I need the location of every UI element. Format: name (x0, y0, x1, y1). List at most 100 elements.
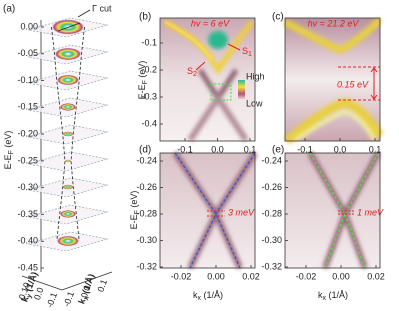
y-tick-label: -0.35 (17, 209, 38, 219)
gap-label: 0.15 eV (337, 79, 369, 89)
x-tick-label: 0.0 (211, 144, 224, 154)
panel-c: 0.15 eV hv = 21.2 eV (c) (272, 12, 384, 145)
pocket (59, 103, 77, 111)
pocket (62, 184, 74, 190)
frame (159, 152, 256, 269)
k-tick-label: -0.1 (44, 291, 59, 309)
y-tick-label: -0.2 (141, 64, 157, 74)
t: (1/Å) (326, 290, 348, 300)
dispersion-guide (70, 26, 85, 242)
y-tick-label: -0.45 (17, 262, 38, 272)
y-tick-label: -0.40 (17, 236, 38, 246)
x-tick-label: 0.00 (207, 271, 225, 281)
x-tick-label: -0.1 (297, 144, 313, 154)
panel-a: (a) Γ cut E-EF (eV) ky (1/Å) kx (1/Å) (3, 3, 113, 305)
arrow-head (370, 67, 378, 100)
colorbar-low: Low (246, 98, 263, 108)
x-tick-label: 0.00 (332, 271, 350, 281)
frame (159, 17, 256, 142)
x-tick-label: 0.02 (242, 271, 260, 281)
k-tick-label: -0.1 (61, 290, 76, 308)
pocket (54, 47, 82, 61)
panel-label: (d) (139, 145, 151, 156)
x-tick-label: 0.1 (244, 144, 257, 154)
pocket (56, 74, 80, 86)
y-tick-label: -0.4 (141, 118, 157, 128)
photon-energy: hv = 21.2 eV (308, 18, 360, 28)
t: S (187, 66, 193, 76)
y-tick-label: -0.3 (141, 91, 157, 101)
kx-axis (61, 271, 113, 291)
pocket (62, 131, 74, 137)
t: F (8, 150, 15, 154)
t: E-E (129, 214, 139, 229)
t: k (77, 296, 88, 305)
dispersion-guide (51, 26, 66, 242)
ky-axis (21, 275, 63, 291)
frame (284, 17, 381, 142)
y-tick-label: -0.30 (261, 235, 282, 245)
panel-d: 3 meV (d) E-EF (eV) kx (1/Å) (129, 145, 258, 302)
x-tick-label: 0.0 (334, 144, 347, 154)
t: (eV) (3, 131, 13, 151)
gap-label: 3 meV (228, 207, 255, 217)
panel-e: 1 meV (e) kx (1/Å) (272, 145, 384, 302)
gamma-cut (57, 22, 81, 32)
t: k (318, 290, 323, 300)
x-tick-label: -0.02 (171, 271, 192, 281)
pocket (65, 159, 71, 163)
x-axis-title: kx (1/Å) (318, 290, 348, 301)
y-tick-label: -0.1 (141, 37, 157, 47)
panel-b: S1 S2 hv = 6 eV High Low (b) E-EF (eV) (137, 12, 265, 142)
y-tick-label: -0.20 (17, 128, 38, 138)
t: x (322, 295, 326, 302)
t: F (142, 80, 149, 84)
zoom-box (210, 83, 232, 101)
t: (eV) (137, 61, 147, 81)
x-tick-label: 0.02 (367, 271, 385, 281)
x-tick-label: -0.1 (177, 144, 193, 154)
arrow (227, 43, 241, 51)
y-tick-label: 0.00 (20, 21, 38, 31)
y-tick-label: -0.25 (17, 155, 38, 165)
y-tick-label: -0.26 (261, 182, 282, 192)
t: k (193, 290, 198, 300)
k-tick-label: 0.0 (79, 284, 93, 299)
panel-label: (b) (139, 12, 151, 23)
panel-label: (a) (3, 4, 15, 15)
s1-label: S1 (242, 46, 252, 57)
panel-label: (e) (272, 145, 284, 156)
t: F (134, 210, 141, 214)
y-tick-label: -0.05 (17, 48, 38, 58)
k-tick-label: 0.0 (32, 286, 46, 301)
y-tick-label: -0.26 (136, 182, 157, 192)
pocket (56, 235, 80, 247)
k-tick-label: 0.1 (95, 278, 109, 293)
colorbar (238, 80, 245, 100)
t: x (197, 295, 201, 302)
gamma-cut-label: Γ cut (92, 3, 112, 13)
y-tick-label: -0.15 (17, 102, 38, 112)
frame (284, 152, 381, 269)
y-tick-label: -0.32 (136, 261, 157, 271)
t: (1/Å) (201, 290, 223, 300)
y-axis-title: E-EF (eV) (3, 131, 14, 170)
t: k (20, 294, 31, 303)
y-tick-label: -0.10 (17, 75, 38, 85)
y-tick-label: -0.28 (261, 208, 282, 218)
x-tick-label: -0.02 (296, 271, 317, 281)
pointer (77, 9, 91, 18)
panel-label: (c) (272, 12, 284, 23)
t: (eV) (129, 191, 139, 211)
y-tick-label: -0.30 (17, 182, 38, 192)
y-tick-label: -0.32 (261, 261, 282, 271)
arrow (195, 61, 206, 71)
y-tick-label: -0.24 (136, 155, 157, 165)
pocket (59, 210, 77, 218)
y-tick-label: -0.28 (136, 208, 157, 218)
gap-label: 1 meV (357, 207, 384, 217)
t: x (83, 295, 91, 301)
y-tick-label: -0.24 (261, 155, 282, 165)
t: 2 (193, 71, 197, 78)
x-tick-label: 0.1 (369, 144, 382, 154)
